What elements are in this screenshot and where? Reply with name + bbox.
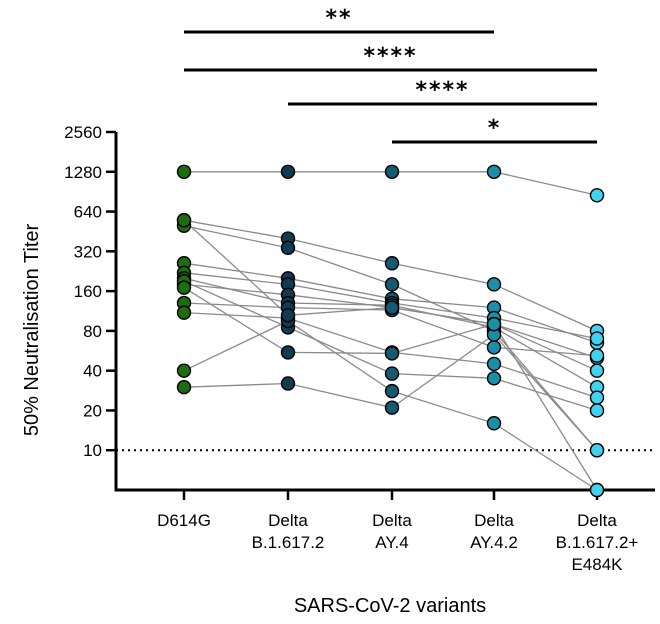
data-point: [589, 331, 605, 346]
significance-label: *: [488, 116, 502, 141]
category-label: Delta: [372, 511, 412, 530]
data-point: [384, 383, 400, 399]
y-tick-label: 10: [83, 441, 102, 460]
data-points: [176, 164, 605, 498]
data-point: [486, 416, 502, 431]
data-point: [589, 403, 605, 418]
data-point: [589, 363, 605, 378]
data-point: [280, 376, 296, 391]
data-point: [384, 164, 400, 179]
data-point: [384, 300, 400, 315]
data-point: [589, 188, 605, 203]
y-tick-label: 2560: [64, 123, 102, 142]
data-point: [280, 164, 296, 179]
y-tick-label: 320: [74, 242, 102, 261]
data-point: [176, 213, 192, 228]
category-label: D614G: [157, 511, 211, 530]
category-label: AY.4.2: [470, 533, 518, 552]
category-label: Delta: [577, 511, 617, 530]
y-tick-label: 640: [74, 203, 102, 222]
data-point: [384, 346, 400, 361]
data-point: [384, 277, 400, 292]
data-point: [384, 366, 400, 381]
data-point: [176, 280, 192, 295]
data-point: [384, 256, 400, 271]
data-point: [486, 164, 502, 179]
data-point: [176, 363, 192, 378]
category-label: Delta: [474, 511, 514, 530]
data-point: [384, 400, 400, 415]
data-point: [486, 356, 502, 372]
data-point: [589, 482, 605, 498]
data-point: [589, 390, 605, 405]
category-label: B.1.617.2: [252, 533, 325, 552]
data-point: [589, 348, 605, 363]
category-labels: D614G Delta B.1.617.2 Delta AY.4 Delta AY.4.2 D…: [157, 511, 638, 574]
data-point: [486, 277, 502, 292]
y-tick-label: 40: [83, 362, 102, 381]
subject-lines: [183, 171, 598, 491]
y-tick-label: 80: [83, 322, 102, 341]
y-tick-label: 1280: [64, 163, 102, 182]
category-label: B.1.617.2+: [556, 533, 639, 552]
data-point: [280, 308, 296, 323]
category-label: AY.4: [375, 533, 408, 552]
data-point: [280, 240, 296, 256]
category-label: Delta: [268, 511, 308, 530]
data-point: [280, 345, 296, 360]
data-point: [486, 316, 502, 332]
y-tick-label: 20: [83, 401, 102, 420]
category-label: E484K: [571, 555, 623, 574]
significance-bars: ***********: [184, 6, 597, 144]
significance-label: ****: [415, 78, 469, 103]
data-point: [486, 371, 502, 386]
axes: 10 20 40 80 160 320 640 1280 2560: [64, 123, 655, 500]
data-point: [486, 340, 502, 355]
x-axis-title: SARS-CoV-2 variants: [294, 595, 486, 617]
significance-label: ****: [363, 44, 417, 69]
data-point: [176, 164, 192, 179]
significance-label: **: [325, 6, 352, 31]
y-axis-title: 50% Neutralisation Titer: [21, 224, 43, 437]
y-tick-label: 160: [74, 282, 102, 301]
data-point: [176, 379, 192, 395]
data-point: [176, 305, 192, 320]
data-point: [589, 443, 605, 458]
